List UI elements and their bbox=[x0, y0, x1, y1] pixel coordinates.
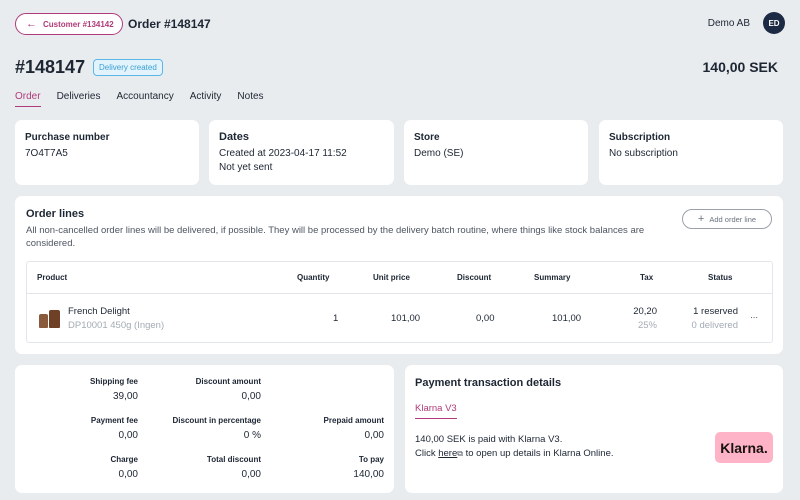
discount-value: 0,00 bbox=[476, 313, 495, 324]
store-title: Store bbox=[414, 132, 440, 143]
column-product: Product bbox=[37, 273, 68, 282]
payment-fee-value: 0,00 bbox=[118, 430, 138, 441]
column-unit-price: Unit price bbox=[373, 273, 410, 282]
charge-value: 0,00 bbox=[118, 469, 138, 480]
arrow-left-icon: ← bbox=[26, 17, 37, 30]
purchase-number-title: Purchase number bbox=[25, 132, 110, 143]
more-options-icon[interactable]: ... bbox=[750, 310, 758, 321]
subscription-title: Subscription bbox=[609, 132, 671, 143]
charge-label: Charge bbox=[110, 455, 138, 464]
payment-line-1: 140,00 SEK is paid with Klarna V3. bbox=[415, 434, 563, 445]
sent-date: Not yet sent bbox=[219, 162, 273, 173]
prepaid-amount-label: Prepaid amount bbox=[323, 416, 384, 425]
shipping-fee-label: Shipping fee bbox=[90, 377, 138, 386]
klarna-details-link[interactable]: here bbox=[438, 448, 458, 459]
to-pay-label: To pay bbox=[358, 455, 384, 464]
status-badge: Delivery created bbox=[93, 59, 163, 76]
tab-order[interactable]: Order bbox=[15, 91, 41, 107]
column-tax: Tax bbox=[640, 273, 654, 282]
page-title: Order #148147 bbox=[128, 17, 211, 31]
status-sub-value: 0 delivered bbox=[691, 320, 738, 331]
product-image bbox=[39, 310, 61, 328]
tab-klarna-v3[interactable]: Klarna V3 bbox=[415, 403, 457, 419]
add-order-line-button[interactable]: + Add order line bbox=[682, 209, 772, 229]
avatar[interactable]: ED bbox=[763, 12, 785, 34]
order-number: #148147 bbox=[15, 57, 86, 77]
table-header: Product Quantity Unit price Discount Sum… bbox=[27, 262, 772, 294]
order-lines-table: Product Quantity Unit price Discount Sum… bbox=[26, 261, 773, 343]
prepaid-amount-value: 0,00 bbox=[364, 430, 384, 441]
purchase-number-value: 7O4T7A5 bbox=[25, 148, 68, 159]
product-name[interactable]: French Delight bbox=[68, 306, 130, 317]
subscription-value: No subscription bbox=[609, 148, 678, 159]
payment-line-2-suffix: to open up details in Klarna Online. bbox=[465, 448, 614, 459]
shipping-fee-value: 39,00 bbox=[112, 391, 138, 402]
back-button-label: Customer #134142 bbox=[43, 19, 114, 29]
company-name[interactable]: Demo AB bbox=[707, 18, 750, 29]
external-link-icon: ⧉ bbox=[457, 449, 463, 458]
discount-percentage-label: Discount in percentage bbox=[172, 416, 261, 425]
tab-bar: Order Deliveries Accountancy Activity No… bbox=[15, 91, 280, 107]
payment-line-2: Click here⧉ to open up details in Klarna… bbox=[415, 447, 614, 461]
dates-card: Dates Created at 2023-04-17 11:52 Not ye… bbox=[209, 120, 394, 185]
unit-price-value: 101,00 bbox=[391, 313, 421, 324]
fees-card: Shipping fee 39,00 Discount amount 0,00 … bbox=[15, 365, 394, 493]
order-lines-title: Order lines bbox=[26, 208, 85, 220]
payment-card: Payment transaction details Klarna V3 14… bbox=[405, 365, 783, 493]
order-total: 140,00 SEK bbox=[702, 59, 779, 75]
klarna-logo: Klarna. bbox=[715, 432, 773, 463]
discount-amount-value: 0,00 bbox=[241, 391, 261, 402]
dates-title: Dates bbox=[219, 131, 249, 143]
store-card: Store Demo (SE) bbox=[404, 120, 588, 185]
discount-amount-label: Discount amount bbox=[195, 377, 261, 386]
payment-text: 140,00 SEK is paid with Klarna V3. Click… bbox=[415, 433, 614, 461]
status-value: 1 reserved bbox=[693, 306, 738, 317]
top-bar: ← Customer #134142 Order #148147 Demo AB… bbox=[15, 12, 785, 36]
summary-value: 101,00 bbox=[552, 313, 582, 324]
discount-percentage-value: 0 % bbox=[243, 430, 261, 441]
tab-accountancy[interactable]: Accountancy bbox=[116, 91, 174, 102]
order-lines-description: All non-cancelled order lines will be de… bbox=[26, 225, 645, 249]
column-quantity: Quantity bbox=[297, 273, 330, 282]
add-order-line-label: Add order line bbox=[709, 214, 757, 224]
quantity-value: 1 bbox=[333, 313, 339, 324]
subscription-card: Subscription No subscription bbox=[599, 120, 783, 185]
payment-line-2-prefix: Click bbox=[415, 448, 436, 459]
tax-value: 20,20 bbox=[633, 306, 657, 317]
order-lines-card: Order lines All non-cancelled order line… bbox=[15, 196, 783, 354]
store-value: Demo (SE) bbox=[414, 148, 464, 159]
tab-activity[interactable]: Activity bbox=[189, 91, 222, 102]
total-discount-value: 0,00 bbox=[241, 469, 261, 480]
tab-deliveries[interactable]: Deliveries bbox=[56, 91, 101, 102]
product-sku: DP10001 450g (Ingen) bbox=[68, 320, 165, 331]
column-discount: Discount bbox=[457, 273, 492, 282]
back-to-customer-button[interactable]: ← Customer #134142 bbox=[15, 13, 123, 35]
to-pay-value: 140,00 bbox=[353, 469, 384, 480]
created-date: Created at 2023-04-17 11:52 bbox=[219, 148, 347, 159]
payment-fee-label: Payment fee bbox=[90, 416, 138, 425]
column-summary: Summary bbox=[534, 273, 571, 282]
purchase-number-card: Purchase number 7O4T7A5 bbox=[15, 120, 199, 185]
total-discount-label: Total discount bbox=[206, 455, 261, 464]
tax-rate: 25% bbox=[637, 320, 657, 331]
column-status: Status bbox=[708, 273, 733, 282]
plus-icon: + bbox=[697, 212, 705, 225]
payment-title: Payment transaction details bbox=[415, 377, 562, 389]
tab-notes[interactable]: Notes bbox=[237, 91, 264, 102]
